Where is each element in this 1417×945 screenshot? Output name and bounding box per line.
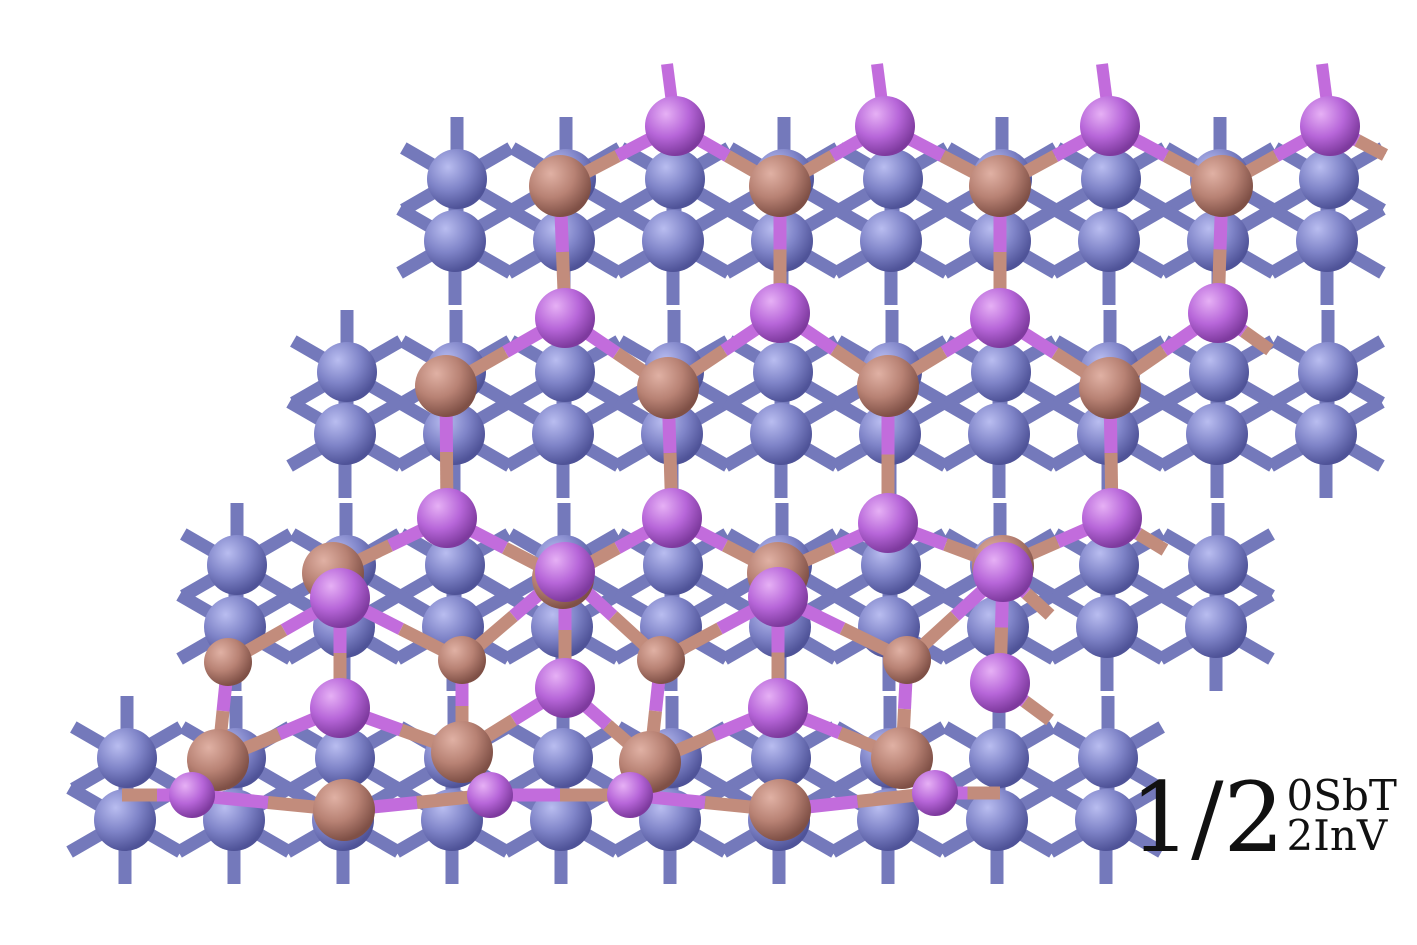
- substrate-atom-back: [1299, 149, 1359, 209]
- substrate-atom: [966, 789, 1028, 851]
- substrate-atom: [1186, 403, 1248, 465]
- substrate-atom: [860, 210, 922, 272]
- label-superscript: 0SbT: [1286, 771, 1397, 820]
- in-atom: [858, 493, 918, 553]
- in-atom: [748, 567, 808, 627]
- substrate-atom-back: [317, 342, 377, 402]
- substrate-atom-back: [1079, 535, 1139, 595]
- sb-atom: [415, 355, 477, 417]
- sb-atom: [204, 638, 252, 686]
- sb-atom: [637, 636, 685, 684]
- in-atom: [645, 96, 705, 156]
- in-atom: [642, 488, 702, 548]
- in-atom: [535, 542, 595, 602]
- substrate-atom-back: [971, 342, 1031, 402]
- in-atom: [310, 678, 370, 738]
- substrate-atom: [314, 403, 376, 465]
- in-atom: [607, 772, 653, 818]
- in-atom: [973, 542, 1033, 602]
- substrate-atom: [530, 789, 592, 851]
- sb-atom: [969, 155, 1031, 217]
- in-atom: [750, 283, 810, 343]
- substrate-atom-back: [1189, 342, 1249, 402]
- substrate-atom: [1295, 403, 1357, 465]
- in-atom: [970, 653, 1030, 713]
- label-subscript: 2InV: [1286, 811, 1388, 860]
- label-indices: 0SbT 2InV: [1286, 771, 1397, 860]
- adsorbate-bond: [1240, 326, 1274, 356]
- adsorbate-atoms: [169, 96, 1360, 841]
- substrate-atom-back: [535, 342, 595, 402]
- in-atom: [535, 288, 595, 348]
- structure-label: 1/2 0SbT 2InV: [1130, 770, 1397, 866]
- substrate-atom: [423, 403, 485, 465]
- substrate-atom-back: [315, 728, 375, 788]
- sb-atom: [529, 155, 591, 217]
- substrate-atom-back: [425, 535, 485, 595]
- in-atom: [912, 770, 958, 816]
- substrate-atom-back: [751, 728, 811, 788]
- adsorbate-bond: [1021, 696, 1054, 726]
- substrate-atom-back: [863, 149, 923, 209]
- in-atom: [1188, 283, 1248, 343]
- substrate-atom: [1296, 210, 1358, 272]
- substrate-atom: [1075, 789, 1137, 851]
- in-atom: [1300, 96, 1360, 156]
- adsorbate-bond: [1022, 588, 1055, 620]
- in-atom: [970, 288, 1030, 348]
- sb-atom: [438, 636, 486, 684]
- substrate-atom-back: [645, 149, 705, 209]
- sb-atom: [313, 779, 375, 841]
- substrate-atom-back: [427, 149, 487, 209]
- substrate-atom-back: [97, 728, 157, 788]
- sb-atom: [1191, 155, 1253, 217]
- substrate-atom-back: [533, 728, 593, 788]
- substrate-atom-back: [1078, 728, 1138, 788]
- substrate-atom: [94, 789, 156, 851]
- substrate-atom: [1076, 596, 1138, 658]
- in-atom: [310, 568, 370, 628]
- in-atom: [1082, 488, 1142, 548]
- substrate-atom-back: [969, 728, 1029, 788]
- substrate-atom-back: [1298, 342, 1358, 402]
- substrate-atom: [750, 403, 812, 465]
- substrate-atoms: [94, 149, 1359, 851]
- adsorbate-bond: [1135, 528, 1169, 556]
- substrate-atom: [968, 403, 1030, 465]
- substrate-atom-back: [207, 535, 267, 595]
- sb-atom: [871, 727, 933, 789]
- sb-atom: [749, 779, 811, 841]
- in-atom: [417, 488, 477, 548]
- in-atom: [855, 96, 915, 156]
- substrate-atom: [532, 403, 594, 465]
- in-atom: [1080, 96, 1140, 156]
- in-atom: [467, 772, 513, 818]
- substrate-atom-back: [1188, 535, 1248, 595]
- substrate-atom: [424, 210, 486, 272]
- sb-atom: [857, 355, 919, 417]
- sb-atom: [1079, 357, 1141, 419]
- substrate-atom: [1185, 596, 1247, 658]
- adsorbate-bond: [1354, 134, 1389, 161]
- in-atom: [535, 658, 595, 718]
- sb-atom: [431, 721, 493, 783]
- in-atom: [748, 678, 808, 738]
- substrate-atom-back: [643, 535, 703, 595]
- label-main: 1/2: [1130, 762, 1285, 874]
- substrate-atom-back: [753, 342, 813, 402]
- sb-atom: [749, 155, 811, 217]
- substrate-atom-back: [1081, 149, 1141, 209]
- substrate-atom: [642, 210, 704, 272]
- in-atom: [169, 772, 215, 818]
- sb-atom: [637, 357, 699, 419]
- sb-atom: [883, 636, 931, 684]
- substrate-atom: [1078, 210, 1140, 272]
